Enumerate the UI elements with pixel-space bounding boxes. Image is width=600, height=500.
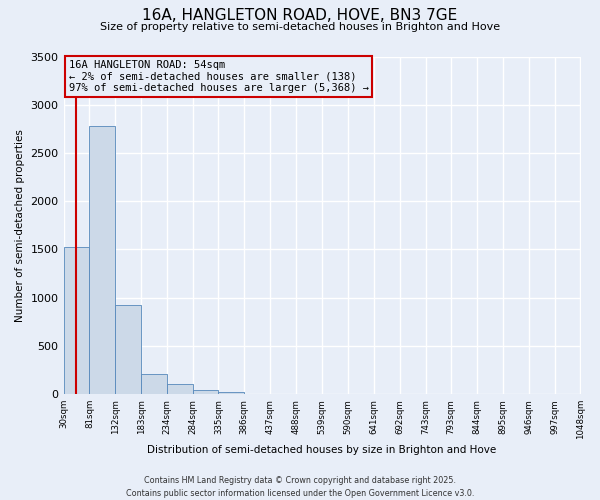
Bar xyxy=(167,384,193,394)
Text: Size of property relative to semi-detached houses in Brighton and Hove: Size of property relative to semi-detach… xyxy=(100,22,500,32)
Bar xyxy=(89,126,115,394)
Bar xyxy=(64,246,89,394)
Bar xyxy=(193,390,218,394)
Bar xyxy=(141,374,167,394)
Text: 16A HANGLETON ROAD: 54sqm
← 2% of semi-detached houses are smaller (138)
97% of : 16A HANGLETON ROAD: 54sqm ← 2% of semi-d… xyxy=(69,60,369,93)
Text: Contains HM Land Registry data © Crown copyright and database right 2025.
Contai: Contains HM Land Registry data © Crown c… xyxy=(126,476,474,498)
Bar xyxy=(218,392,244,394)
X-axis label: Distribution of semi-detached houses by size in Brighton and Hove: Distribution of semi-detached houses by … xyxy=(148,445,497,455)
Text: 16A, HANGLETON ROAD, HOVE, BN3 7GE: 16A, HANGLETON ROAD, HOVE, BN3 7GE xyxy=(142,8,458,22)
Bar xyxy=(115,306,141,394)
Y-axis label: Number of semi-detached properties: Number of semi-detached properties xyxy=(15,129,25,322)
